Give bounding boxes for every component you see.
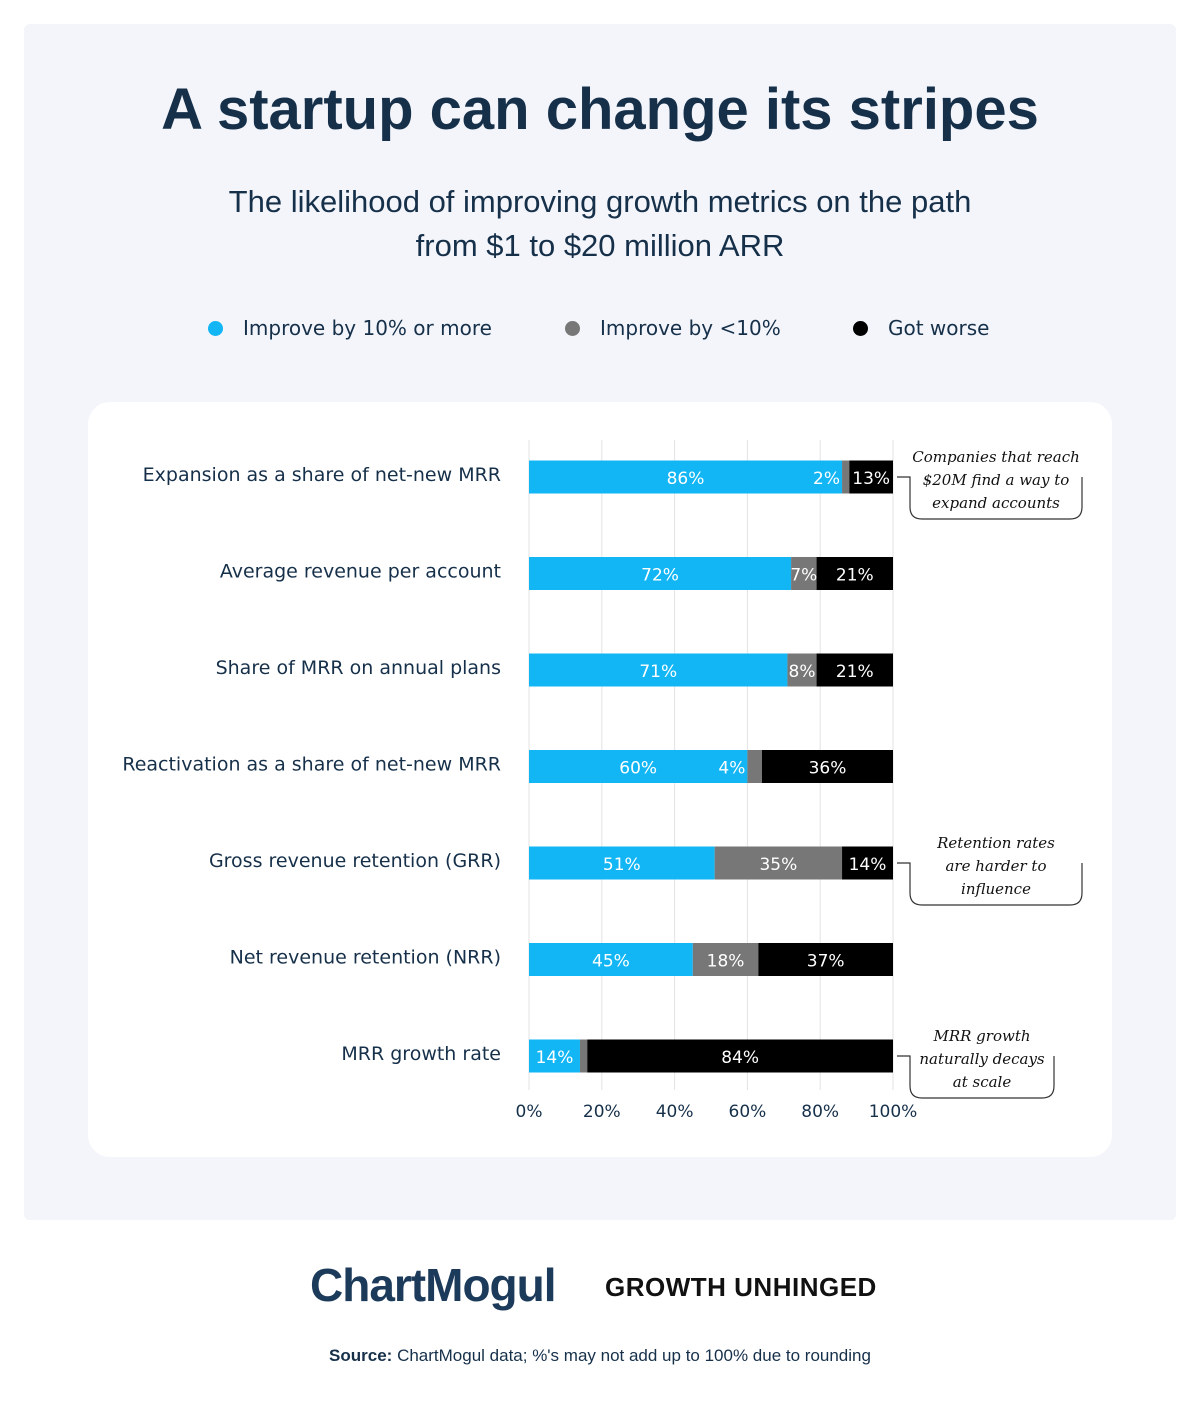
bar-segment xyxy=(579,1039,588,1073)
x-tick-label: 100% xyxy=(869,1102,918,1122)
annotation-text: influence xyxy=(961,880,1031,898)
subtitle-line-2: from $1 to $20 million ARR xyxy=(415,228,785,263)
source-label: Source: xyxy=(329,1346,393,1365)
bar-segment xyxy=(529,557,792,590)
category-label: Reactivation as a share of net-new MRR xyxy=(122,754,501,776)
data-label: 14% xyxy=(849,855,887,875)
bar-segment xyxy=(842,846,893,880)
category-label: Net revenue retention (NRR) xyxy=(230,947,501,969)
annotation-text: Retention rates xyxy=(936,834,1055,852)
chartmogul-logo: ChartMogul xyxy=(310,1259,557,1311)
data-label: 18% xyxy=(707,952,745,972)
x-tick-label: 20% xyxy=(583,1102,621,1122)
category-label: Average revenue per account xyxy=(220,561,501,583)
bar-segment xyxy=(587,1039,893,1073)
legend-item-improve-small: Improve by <10% xyxy=(565,316,781,340)
bar-segment xyxy=(747,750,762,783)
annotation-text: Companies that reach xyxy=(912,448,1080,466)
annotation-text: are harder to xyxy=(945,857,1046,875)
category-label: Gross revenue retention (GRR) xyxy=(209,850,501,872)
annotation-bracket xyxy=(897,476,1083,520)
x-tick-label: 40% xyxy=(656,1102,694,1122)
data-label: 2% xyxy=(813,469,840,489)
source-note: Source: ChartMogul data; %'s may not add… xyxy=(0,1346,1200,1366)
legend-item-worse: Got worse xyxy=(853,316,989,340)
category-label: Share of MRR on annual plans xyxy=(216,657,501,679)
bar-segment xyxy=(849,460,893,494)
annotation-text: $20M find a way to xyxy=(923,471,1070,489)
data-label: 71% xyxy=(639,662,677,682)
annotation-bracket xyxy=(897,862,1083,906)
bar-segment xyxy=(816,557,893,590)
legend-dot-icon xyxy=(853,320,868,336)
chart-title: A startup can change its stripes xyxy=(161,77,1039,142)
category-label: MRR growth rate xyxy=(341,1043,501,1065)
data-label: 45% xyxy=(592,952,630,972)
data-label: 37% xyxy=(807,952,845,972)
annotation-text: MRR growth xyxy=(932,1027,1030,1045)
bar-segment xyxy=(529,460,843,494)
x-tick-label: 80% xyxy=(801,1102,839,1122)
data-label: 36% xyxy=(809,759,847,779)
bar-segment xyxy=(529,943,693,976)
category-label: Expansion as a share of net-new MRR xyxy=(143,464,501,486)
legend-dot-icon xyxy=(565,320,580,336)
bar-segment xyxy=(529,846,715,880)
data-label: 4% xyxy=(718,759,745,779)
data-label: 72% xyxy=(641,566,679,586)
annotation-bracket xyxy=(897,1055,1055,1099)
data-label: 35% xyxy=(759,855,797,875)
data-label: 13% xyxy=(852,469,890,489)
data-label: 86% xyxy=(667,469,705,489)
chart-subtitle: The likelihood of improving growth metri… xyxy=(100,180,1100,268)
annotation-text: at scale xyxy=(953,1073,1012,1091)
data-label: 8% xyxy=(789,662,816,682)
source-text: ChartMogul data; %'s may not add up to 1… xyxy=(392,1346,871,1365)
data-label: 14% xyxy=(536,1048,574,1068)
legend-label: Got worse xyxy=(888,316,990,340)
bar-segment xyxy=(714,846,843,880)
data-label: 51% xyxy=(603,855,641,875)
x-tick-label: 0% xyxy=(516,1102,543,1122)
x-tick-label: 60% xyxy=(729,1102,767,1122)
annotation-text: expand accounts xyxy=(932,494,1060,512)
subtitle-line-1: The likelihood of improving growth metri… xyxy=(228,184,972,219)
bar-segment xyxy=(529,750,748,783)
bar-segment xyxy=(787,653,817,687)
bar-segment xyxy=(529,1039,580,1073)
bar-segment xyxy=(816,653,893,687)
annotation-text: naturally decays xyxy=(919,1050,1045,1068)
growth-unhinged-logo: GROWTH UNHINGED xyxy=(605,1272,877,1302)
data-label: 84% xyxy=(721,1048,759,1068)
data-label: 21% xyxy=(836,566,874,586)
data-label: 21% xyxy=(836,662,874,682)
bar-segment xyxy=(761,750,893,783)
data-label: 7% xyxy=(790,566,817,586)
bar-segment xyxy=(791,557,817,590)
legend-item-improve-big: Improve by 10% or more xyxy=(208,316,492,340)
data-label: 60% xyxy=(619,759,657,779)
bar-segment xyxy=(842,460,850,494)
bar-segment xyxy=(692,943,759,976)
bar-segment xyxy=(529,653,788,687)
legend-dot-icon xyxy=(208,320,223,336)
legend-label: Improve by 10% or more xyxy=(243,316,492,340)
legend-label: Improve by <10% xyxy=(600,316,781,340)
bar-segment xyxy=(758,943,893,976)
